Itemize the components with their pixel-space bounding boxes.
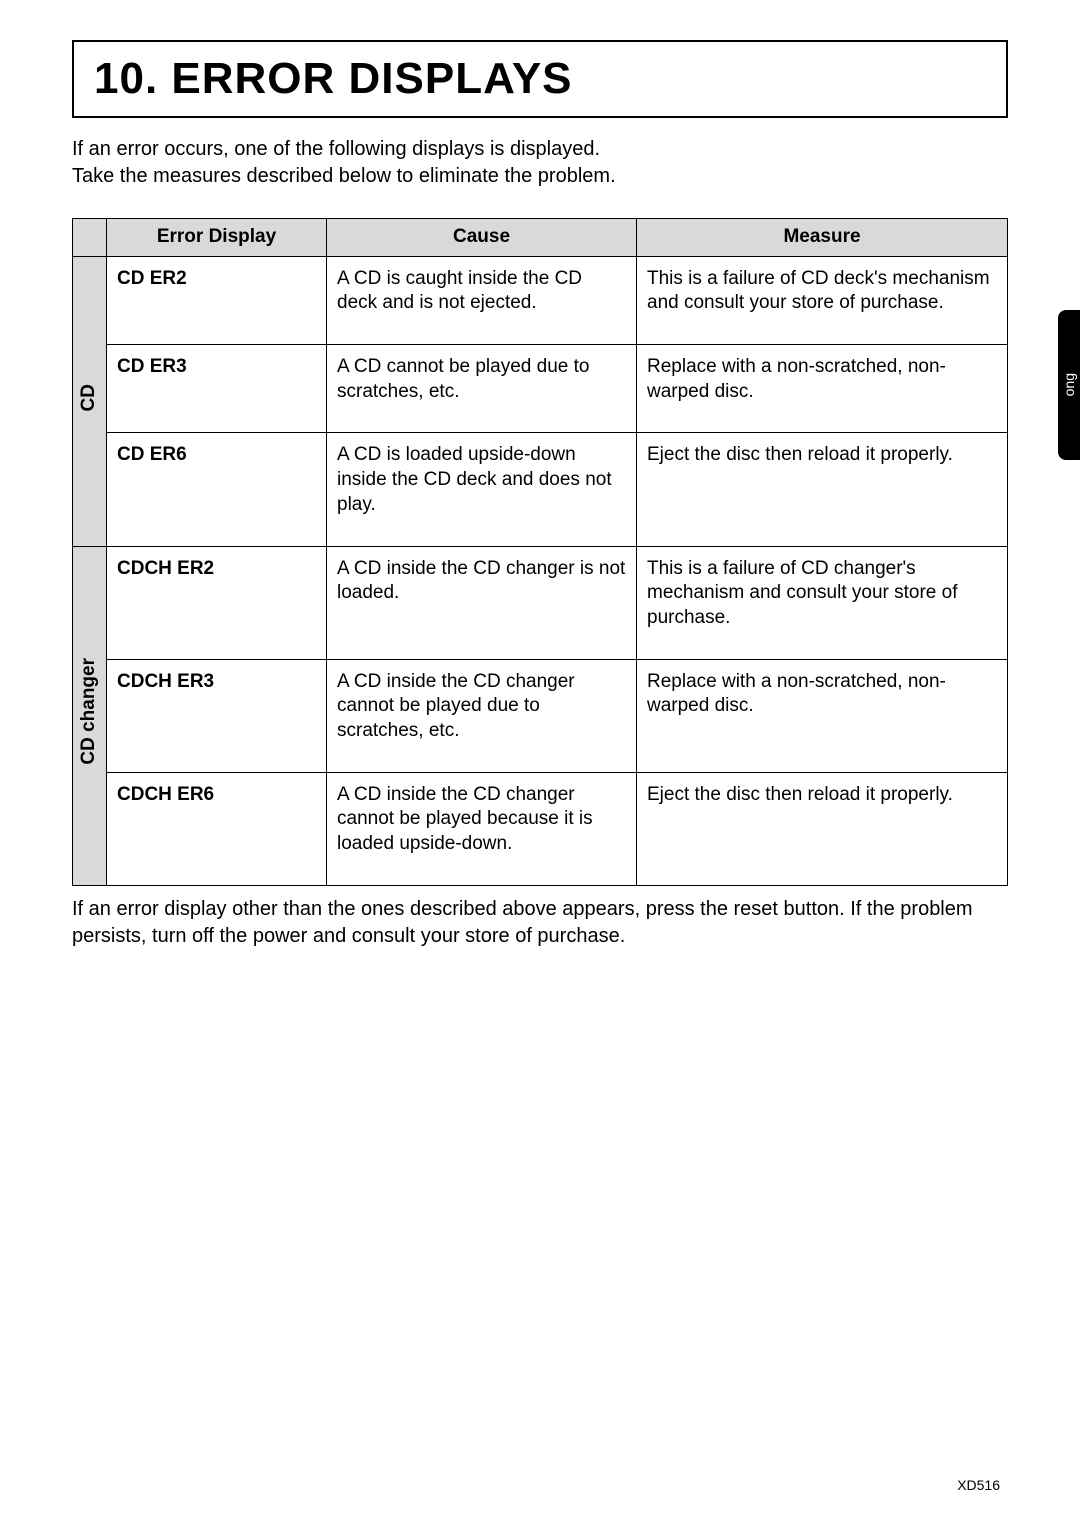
outro-text: If an error display other than the ones … <box>72 896 1008 950</box>
table-header-corner <box>73 219 107 257</box>
side-tab-label: ong <box>1061 373 1077 396</box>
table-row: CD CD ER2 A CD is caught inside the CD d… <box>73 256 1008 344</box>
intro-line-2: Take the measures described below to eli… <box>72 163 1008 190</box>
error-measure: Eject the disc then reload it properly. <box>637 433 1008 546</box>
table-row: CD ER3 A CD cannot be played due to scra… <box>73 345 1008 433</box>
error-code: CDCH ER6 <box>107 772 327 885</box>
error-measure: This is a failure of CD deck's mechanism… <box>637 256 1008 344</box>
table-header-measure: Measure <box>637 219 1008 257</box>
error-measure: Eject the disc then reload it properly. <box>637 772 1008 885</box>
group-label-text: CD <box>77 384 102 411</box>
error-cause: A CD inside the CD changer is not loaded… <box>327 546 637 659</box>
table-row: CD ER6 A CD is loaded upside-down inside… <box>73 433 1008 546</box>
side-page-tab: ong <box>1058 310 1080 460</box>
table-header-row: Error Display Cause Measure <box>73 219 1008 257</box>
error-measure: Replace with a non-scratched, non-warped… <box>637 659 1008 772</box>
error-cause: A CD is loaded upside-down inside the CD… <box>327 433 637 546</box>
table-row: CDCH ER3 A CD inside the CD changer cann… <box>73 659 1008 772</box>
intro-line-1: If an error occurs, one of the following… <box>72 136 1008 163</box>
table-header-cause: Cause <box>327 219 637 257</box>
table-row: CDCH ER6 A CD inside the CD changer cann… <box>73 772 1008 885</box>
error-cause: A CD is caught inside the CD deck and is… <box>327 256 637 344</box>
error-measure: This is a failure of CD changer's mechan… <box>637 546 1008 659</box>
group-label-cd-changer: CD changer <box>73 546 107 885</box>
error-code: CD ER6 <box>107 433 327 546</box>
error-measure: Replace with a non-scratched, non-warped… <box>637 345 1008 433</box>
error-code: CD ER2 <box>107 256 327 344</box>
error-cause: A CD inside the CD changer cannot be pla… <box>327 659 637 772</box>
error-table: Error Display Cause Measure CD CD ER2 A … <box>72 218 1008 886</box>
section-title-box: 10. ERROR DISPLAYS <box>72 40 1008 118</box>
error-code: CDCH ER2 <box>107 546 327 659</box>
table-header-error-display: Error Display <box>107 219 327 257</box>
group-label-text: CD changer <box>77 658 102 765</box>
group-label-cd: CD <box>73 256 107 546</box>
intro-text: If an error occurs, one of the following… <box>72 136 1008 190</box>
table-row: CD changer CDCH ER2 A CD inside the CD c… <box>73 546 1008 659</box>
page: 10. ERROR DISPLAYS If an error occurs, o… <box>0 0 1080 1529</box>
error-code: CD ER3 <box>107 345 327 433</box>
section-title: 10. ERROR DISPLAYS <box>94 54 986 104</box>
error-code: CDCH ER3 <box>107 659 327 772</box>
error-cause: A CD cannot be played due to scratches, … <box>327 345 637 433</box>
footer-doc-code: XD516 <box>957 1477 1000 1493</box>
error-cause: A CD inside the CD changer cannot be pla… <box>327 772 637 885</box>
